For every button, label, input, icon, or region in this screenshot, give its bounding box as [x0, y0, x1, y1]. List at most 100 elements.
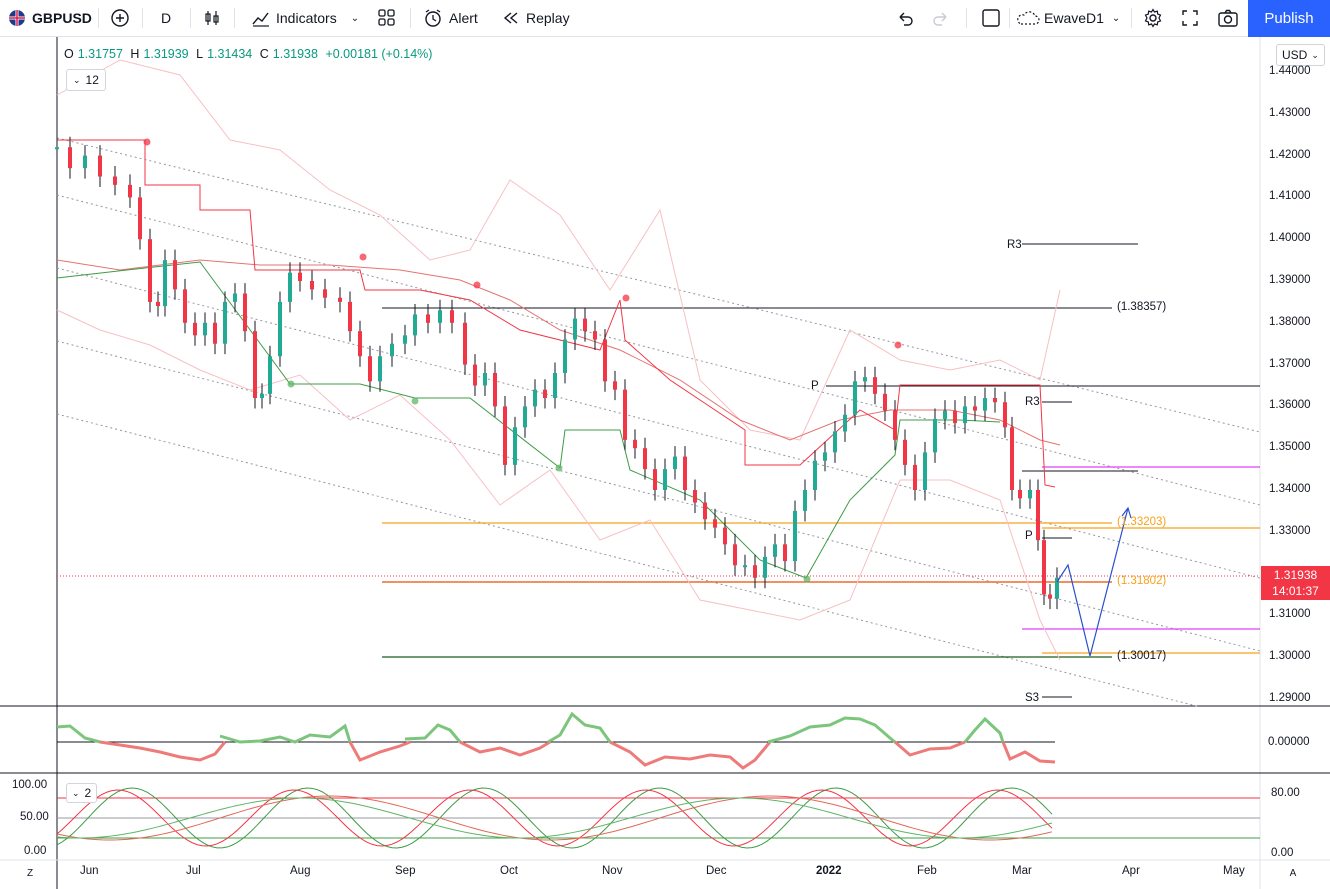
stop-dot — [622, 294, 630, 302]
candle — [83, 145, 87, 179]
candle — [643, 437, 647, 480]
candles-icon — [205, 11, 219, 25]
pivot-p-upper-label: P — [811, 380, 819, 392]
candle — [148, 228, 152, 313]
undo-button[interactable] — [896, 0, 914, 36]
close-key: C — [259, 47, 269, 61]
high-key: H — [130, 47, 140, 61]
candle-body — [390, 343, 394, 357]
layout-button[interactable]: EwaveD1 ⌄ — [1015, 0, 1120, 36]
candle — [763, 546, 767, 589]
stoch-left-tick-50: 50.00 — [20, 811, 49, 823]
price-tick: 1.36000 — [1269, 399, 1311, 412]
candle — [483, 362, 487, 396]
candle — [403, 324, 407, 355]
time-tick: Mar — [1012, 865, 1032, 877]
candle — [633, 429, 637, 459]
compare-button[interactable] — [110, 0, 130, 36]
candle — [450, 299, 454, 334]
candle-body — [833, 431, 837, 453]
settings-button[interactable] — [1143, 0, 1163, 36]
stop-dot — [359, 253, 367, 261]
templates-button[interactable] — [377, 0, 397, 36]
oscillator-positive-f — [963, 716, 1005, 743]
candle-body — [733, 544, 737, 566]
candle — [713, 508, 717, 539]
zoom-reset-button[interactable]: Z — [26, 867, 34, 879]
candle — [173, 249, 177, 300]
candle — [1028, 479, 1032, 509]
candle — [463, 312, 467, 376]
chart-canvas[interactable] — [0, 37, 1330, 889]
oscillator-negative-a — [99, 740, 227, 762]
indicators-toggle[interactable]: ⌄ 12 — [66, 69, 106, 91]
candle-body — [923, 452, 927, 490]
candle-body — [378, 356, 382, 382]
candle-body — [138, 197, 142, 240]
stoch-d-fast — [56, 789, 1053, 847]
lower-indicators-toggle[interactable]: ⌄ 2 — [66, 783, 98, 803]
candle-body — [450, 310, 454, 323]
candle — [358, 320, 362, 367]
candle — [213, 312, 217, 355]
fullscreen-button[interactable] — [1181, 0, 1199, 36]
stop-dot — [473, 281, 481, 289]
oscillator-negative-d — [609, 740, 772, 770]
candle — [193, 312, 197, 346]
candle-body — [693, 490, 697, 503]
candle — [426, 303, 430, 334]
channel-line — [56, 194, 1261, 506]
candle — [493, 362, 497, 417]
candle-body — [513, 427, 517, 465]
candle-body — [253, 331, 257, 399]
candle-body — [1036, 490, 1040, 541]
oscillator-negative-b — [348, 740, 411, 762]
currency-selector[interactable]: USD ⌄ — [1276, 44, 1325, 66]
candle — [338, 287, 342, 313]
oscillator-negative-f — [1001, 741, 1056, 764]
stoch-left-tick-100: 100.00 — [12, 779, 48, 791]
candle-body — [613, 381, 617, 390]
candle — [983, 387, 987, 422]
alert-button[interactable]: Alert — [423, 0, 478, 36]
candle-body — [813, 460, 817, 490]
pivot-r3-top-label: R3 — [1007, 239, 1022, 251]
candle-body — [1018, 490, 1022, 499]
alert-label: Alert — [449, 10, 478, 26]
candle — [138, 186, 142, 250]
pivot-s3-label: S3 — [1025, 692, 1040, 704]
redo-button[interactable] — [932, 0, 950, 36]
stop-dot — [555, 464, 563, 472]
chevron-down-icon: ⌄ — [1311, 49, 1319, 60]
expand-icon — [1182, 10, 1198, 26]
candle — [663, 458, 667, 501]
indicators-button[interactable]: Indicators ⌄ — [251, 0, 359, 36]
candle — [55, 136, 59, 158]
symbol-search[interactable]: GBPUSD — [8, 0, 92, 36]
publish-button[interactable]: Publish — [1248, 0, 1330, 37]
stoch-k-fast — [56, 787, 1053, 849]
candle-body — [643, 448, 647, 470]
stop-dot — [143, 138, 151, 146]
candle — [913, 454, 917, 501]
auto-scale-button[interactable]: A — [1289, 867, 1297, 879]
interval-button[interactable]: D — [161, 10, 172, 26]
candle-body — [463, 322, 467, 365]
price-tick: 1.35000 — [1269, 441, 1311, 454]
pivot-p-lower-label: P — [1025, 530, 1033, 542]
candle — [183, 278, 187, 334]
time-tick: May — [1223, 865, 1245, 877]
candle — [593, 320, 597, 350]
candle-body — [426, 314, 430, 323]
snapshot-button[interactable] — [1217, 0, 1239, 36]
fullscreen-select-button[interactable] — [981, 0, 1001, 36]
candle-body — [243, 293, 247, 332]
last-price: 1.31938 — [1273, 568, 1318, 582]
candle-body — [310, 281, 314, 290]
stoch-k-slow — [56, 795, 1053, 841]
replay-button[interactable]: Replay — [502, 0, 570, 36]
chart-type-button[interactable] — [202, 0, 222, 36]
redo-icon — [933, 12, 947, 26]
candle-body — [973, 406, 977, 411]
wave-projection — [1056, 507, 1129, 657]
